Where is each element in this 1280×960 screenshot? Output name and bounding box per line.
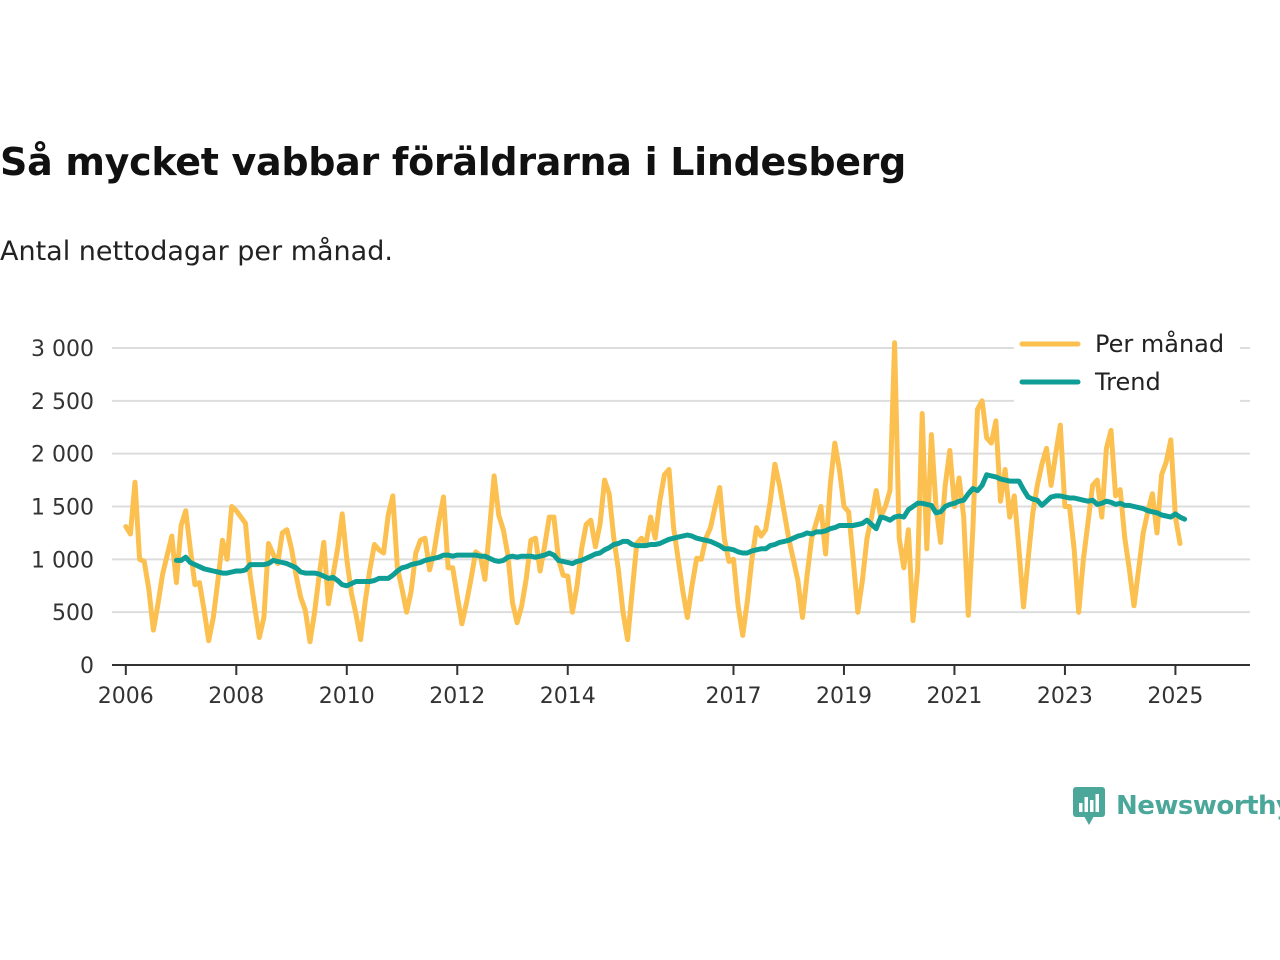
chart-subtitle: Antal nettodagar per månad. — [0, 236, 393, 267]
legend-background — [1014, 324, 1240, 406]
x-tick-label: 2025 — [1147, 684, 1203, 709]
x-tick-label: 2006 — [98, 684, 154, 709]
x-tick-label: 2008 — [208, 684, 264, 709]
x-tick-label: 2017 — [705, 684, 761, 709]
brand-logo: Newsworthy — [1072, 786, 1280, 826]
x-tick-label: 2012 — [429, 684, 485, 709]
y-tick-label: 0 — [80, 654, 94, 679]
x-tick-label: 2014 — [540, 684, 596, 709]
y-tick-label: 1 500 — [31, 496, 94, 521]
legend-label-trend: Trend — [1094, 368, 1161, 396]
y-axis: 0 500 1 000 1 500 2 000 2 500 3 000 — [31, 337, 94, 679]
chart-title: Så mycket vabbar föräldrarna i Lindesber… — [0, 140, 907, 184]
legend-label-per-manad: Per månad — [1095, 329, 1224, 358]
y-tick-label: 2 500 — [31, 390, 94, 415]
series-lines — [123, 340, 1188, 645]
x-tick-label: 2010 — [319, 684, 375, 709]
x-axis: 2006 2008 2010 2012 2014 2017 2019 2021 2023 2025 — [98, 664, 1250, 709]
y-tick-label: 500 — [52, 601, 94, 626]
legend: Per månad Trend — [1014, 324, 1240, 406]
y-tick-label: 3 000 — [31, 337, 94, 362]
y-tick-label: 2 000 — [31, 443, 94, 468]
chart-bubble-icon — [1073, 787, 1105, 825]
x-tick-label: 2023 — [1037, 684, 1093, 709]
x-tick-label: 2019 — [816, 684, 872, 709]
series-line-per-manad — [123, 340, 1183, 645]
x-tick-label: 2021 — [926, 684, 982, 709]
y-tick-label: 1 000 — [31, 548, 94, 573]
series-line-trend — [173, 472, 1188, 589]
brand-name: Newsworthy — [1116, 791, 1280, 821]
